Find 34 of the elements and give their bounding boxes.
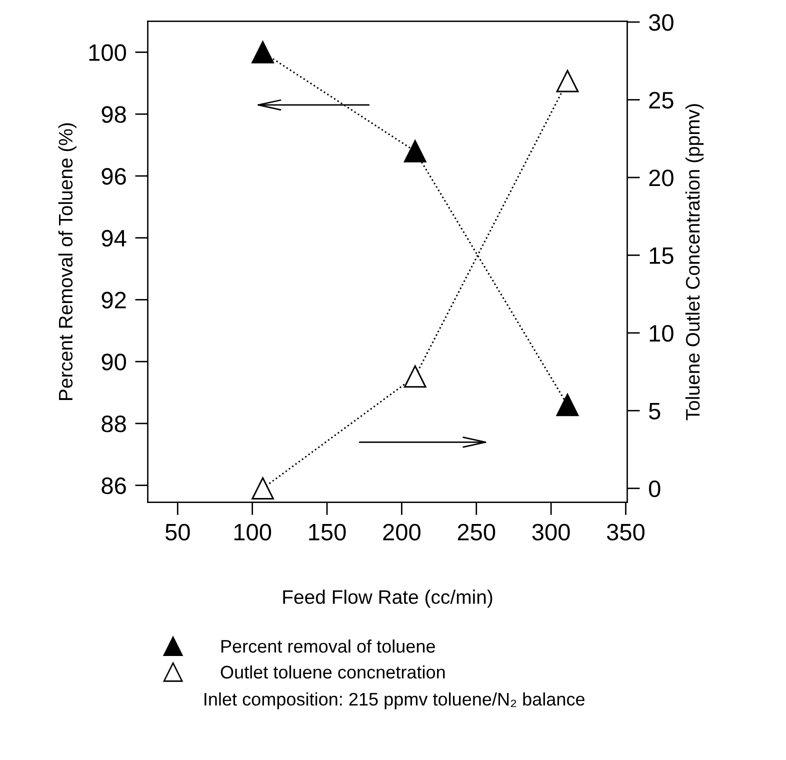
y-axis-title: Percent Removal of Toluene (%) bbox=[58, 123, 76, 400]
y-tick-label: 98 bbox=[102, 106, 126, 123]
point bbox=[556, 394, 579, 416]
y2-tick-label: 0 bbox=[648, 480, 660, 498]
x-tick-label: 150 bbox=[309, 524, 346, 541]
y2-tick-label: 25 bbox=[649, 92, 674, 109]
x-tick-label: 250 bbox=[458, 524, 496, 541]
legend-label: Percent removal of toluene bbox=[221, 639, 435, 653]
point bbox=[252, 477, 274, 500]
y-tick-label: 100 bbox=[89, 44, 126, 62]
x-tick-label: 300 bbox=[532, 524, 570, 541]
text: Inlet composition: 215 ppmv toluene/N₂ balance bbox=[204, 692, 584, 710]
x-tick-label: 50 bbox=[165, 524, 190, 541]
y2-tick-label: 15 bbox=[650, 248, 674, 264]
y-tick-label: 92 bbox=[102, 292, 126, 309]
y-tick-label: 94 bbox=[102, 230, 126, 247]
legend-label: Outlet toluene concnetration bbox=[220, 665, 445, 679]
point bbox=[404, 140, 426, 162]
y-tick-label: 96 bbox=[102, 168, 126, 185]
y-tick-label: 90 bbox=[102, 354, 126, 370]
x-tick-label: 350 bbox=[606, 524, 645, 541]
y2-axis-title: Toluene Outlet Concentration (ppmv) bbox=[685, 104, 704, 420]
y2-tick-label: 20 bbox=[649, 170, 674, 186]
y-tick-label: 86 bbox=[102, 477, 126, 494]
x-tick-label: 100 bbox=[234, 524, 272, 541]
x-axis-title: Feed Flow Rate (cc/min) bbox=[283, 590, 492, 608]
y2-tick-label: 10 bbox=[650, 325, 674, 342]
y2-tick-label: 30 bbox=[648, 14, 674, 31]
y2-tick-label: 5 bbox=[649, 402, 660, 420]
x-tick-label: 200 bbox=[383, 524, 420, 541]
y-tick-label: 88 bbox=[102, 416, 126, 432]
point bbox=[404, 365, 426, 388]
point bbox=[252, 41, 274, 64]
point bbox=[556, 70, 579, 92]
